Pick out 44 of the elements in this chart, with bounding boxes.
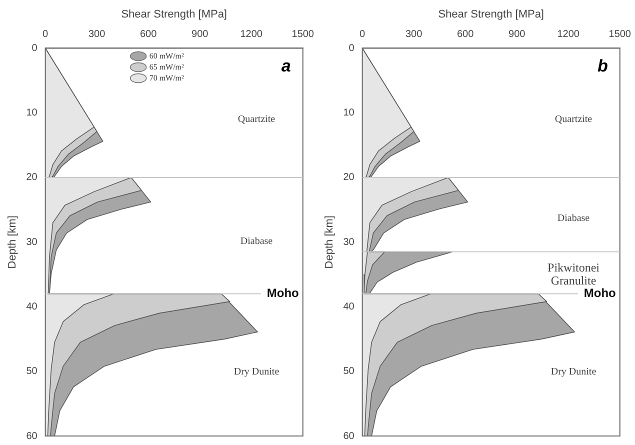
y-tick-label: 60 [343, 430, 355, 442]
y-tick-label: 10 [343, 108, 355, 119]
y-tick-label: 30 [343, 236, 355, 248]
x-tick-label: 300 [88, 28, 106, 40]
x-tick-label: 600 [457, 28, 474, 40]
y-tick-label: 30 [26, 236, 38, 248]
annotation: Quartzite [238, 114, 276, 125]
y-tick-label: 10 [26, 108, 38, 119]
annotation: Dry Dunite [234, 366, 280, 378]
legend-label: 65 mW/m² [149, 62, 185, 72]
y-axis-title: Depth [km] [324, 216, 336, 269]
legend-label: 70 mW/m² [149, 73, 185, 82]
y-tick-label: 0 [32, 42, 38, 54]
annotation: Diabase [240, 236, 274, 248]
y-tick-label: 40 [26, 301, 38, 312]
y-tick-label: 20 [343, 172, 355, 184]
y-tick-label: 40 [343, 301, 355, 312]
x-tick-label: 900 [508, 28, 526, 40]
y-tick-label: 20 [26, 172, 38, 184]
y-tick-label: 50 [343, 366, 355, 378]
x-tick-label: 0 [42, 28, 49, 40]
annotation: Pikwitonei Granulite [548, 260, 600, 288]
x-axis-title: Shear Strength [MPa] [438, 8, 544, 21]
ref-line-label: Moho [584, 286, 616, 300]
annotation: b [597, 56, 608, 76]
y-tick-label: 0 [348, 42, 355, 54]
y-axis-title: Depth [km] [6, 216, 19, 269]
y-tick-label: 60 [26, 430, 38, 442]
legend-label: 60 mW/m² [149, 51, 185, 60]
annotation: Diabase [557, 212, 590, 224]
x-tick-label: 600 [140, 28, 158, 40]
x-tick-label: 1500 [608, 28, 632, 40]
x-tick-label: 900 [192, 28, 209, 40]
x-tick-label: 1500 [292, 28, 314, 40]
x-tick-label: 1200 [557, 28, 580, 40]
annotation: Quartzite [554, 114, 593, 125]
y-tick-label: 50 [26, 366, 38, 378]
x-axis-title: Shear Strength [MPa] [121, 8, 227, 21]
annotation: a [281, 56, 291, 76]
annotation: Dry Dunite [550, 366, 597, 378]
x-tick-label: 0 [360, 28, 366, 40]
ref-line-label: Moho [266, 286, 299, 300]
x-tick-label: 1200 [240, 28, 263, 40]
x-tick-label: 300 [405, 28, 423, 40]
